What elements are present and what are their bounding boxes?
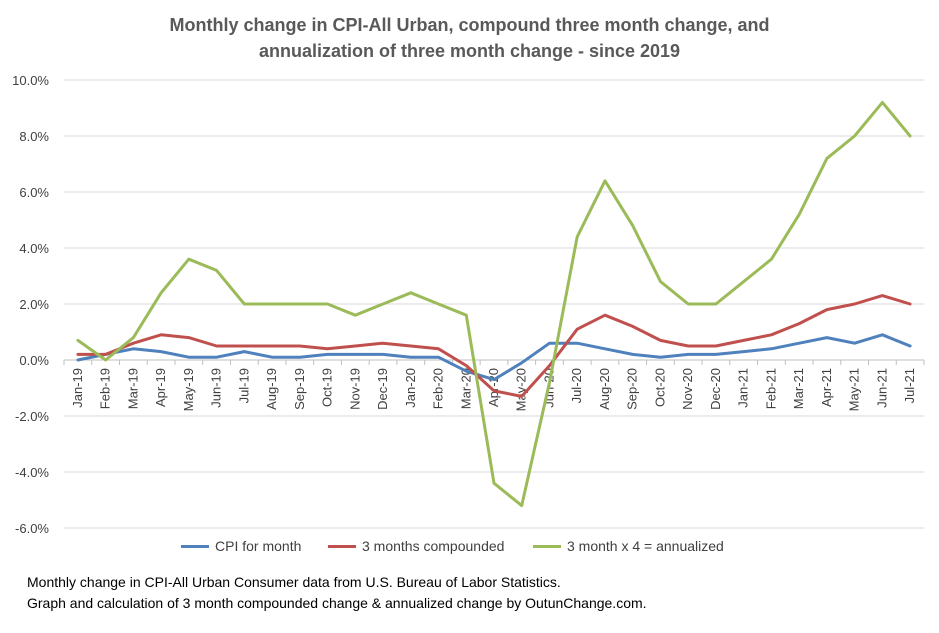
footnote-line-1: Monthly change in CPI-All Urban Consumer… xyxy=(27,574,561,590)
y-tick-label: 10.0% xyxy=(12,73,49,88)
series-lines xyxy=(76,100,912,508)
x-tick-label: Apr-19 xyxy=(153,368,168,407)
series-line-2 xyxy=(76,100,912,508)
y-tick-label: 8.0% xyxy=(19,129,49,144)
x-tick-label: Feb-19 xyxy=(98,368,113,409)
x-tick-label: Sep-20 xyxy=(625,368,640,410)
x-tick-label: Jan-21 xyxy=(736,368,751,408)
x-tick-label: Aug-19 xyxy=(264,368,279,410)
series-line-0 xyxy=(76,333,912,382)
chart-title-line-1: Monthly change in CPI-All Urban, compoun… xyxy=(169,15,770,35)
y-tick-label: 0.0% xyxy=(19,353,49,368)
y-axis: 10.0% 8.0% 6.0% 4.0% 2.0% 0.0% -2.0% -4.0% -6.0% xyxy=(12,73,49,536)
x-tick-label: Jul-19 xyxy=(236,368,251,403)
y-tick-label: -6.0% xyxy=(15,521,49,536)
x-tick-label: May-19 xyxy=(181,368,196,411)
x-tick-label: Jul-20 xyxy=(569,368,584,403)
series-line-1 xyxy=(76,294,912,398)
x-tick-label: Jun-21 xyxy=(874,368,889,408)
x-tick-label: Jul-21 xyxy=(902,368,917,403)
x-tick-label: Jan-20 xyxy=(403,368,418,408)
x-tick-label: Jan-19 xyxy=(70,368,85,408)
y-tick-label: -4.0% xyxy=(15,465,49,480)
footnote-line-2: Graph and calculation of 3 month compoun… xyxy=(27,595,647,611)
legend-swatch-cpi xyxy=(181,544,209,548)
x-tick-label: Dec-19 xyxy=(375,368,390,410)
x-tick-label: Jun-19 xyxy=(209,368,224,408)
x-tick-label: Feb-21 xyxy=(763,368,778,409)
x-tick-label: May-20 xyxy=(514,368,529,411)
x-tick-label: Mar-20 xyxy=(458,368,473,409)
legend-item-3-months-compounded: 3 months compounded xyxy=(328,538,504,554)
x-tick-label: Mar-19 xyxy=(125,368,140,409)
legend-label-cpi: CPI for month xyxy=(215,538,302,554)
x-tick-label: Oct-20 xyxy=(652,368,667,407)
y-tick-label: -2.0% xyxy=(15,409,49,424)
y-tick-label: 6.0% xyxy=(19,185,49,200)
legend-swatch-annualized xyxy=(533,544,561,548)
legend-label-annualized: 3 month x 4 = annualized xyxy=(567,538,724,554)
legend-item-cpi-for-month: CPI for month xyxy=(181,538,301,554)
x-tick-label: Aug-20 xyxy=(597,368,612,410)
x-tick-label: Sep-19 xyxy=(292,368,307,410)
y-tick-label: 4.0% xyxy=(19,241,49,256)
line-chart: 10.0% 8.0% 6.0% 4.0% 2.0% 0.0% -2.0% -4.0% -6.0%… xyxy=(12,73,925,536)
chart-title-line-2: annualization of three month change - si… xyxy=(258,41,681,61)
x-tick-label: Apr-21 xyxy=(819,368,834,407)
footnote: Monthly change in CPI-All Urban Consumer… xyxy=(27,572,647,614)
legend-item-annualized: 3 month x 4 = annualized xyxy=(533,538,724,554)
gridlines xyxy=(64,79,924,529)
x-axis: Jan-19 Feb-19 Mar-19 Apr-19 May-19 Jun-19 Jul-… xyxy=(63,360,925,411)
legend-label-compounded: 3 months compounded xyxy=(362,538,505,554)
legend: CPI for month 3 months compounded 3 mont… xyxy=(0,538,939,558)
x-tick-label: Oct-19 xyxy=(320,368,335,407)
x-tick-label: Mar-21 xyxy=(791,368,806,409)
legend-swatch-compounded xyxy=(328,544,356,548)
y-tick-label: 2.0% xyxy=(19,297,49,312)
x-tick-label: May-21 xyxy=(847,368,862,411)
chart-title: Monthly change in CPI-All Urban, compoun… xyxy=(0,12,939,64)
x-tick-label: Nov-19 xyxy=(347,368,362,410)
x-tick-label: Nov-20 xyxy=(680,368,695,410)
x-tick-label: Dec-20 xyxy=(708,368,723,410)
x-tick-label: Feb-20 xyxy=(431,368,446,409)
